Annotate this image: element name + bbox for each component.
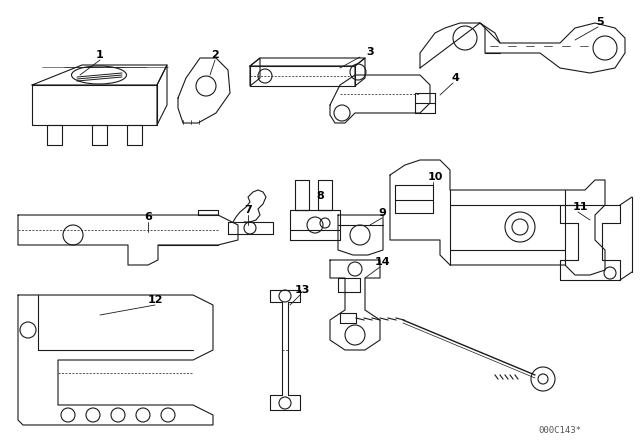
Text: 3: 3 [366,47,374,57]
Text: 7: 7 [244,205,252,215]
Text: 9: 9 [378,208,386,218]
Text: 14: 14 [374,257,390,267]
Text: 11: 11 [572,202,588,212]
Text: 4: 4 [451,73,459,83]
Text: 5: 5 [596,17,604,27]
Text: 000C143*: 000C143* [538,426,582,435]
Text: 2: 2 [211,50,219,60]
Text: 10: 10 [428,172,443,182]
Text: 12: 12 [147,295,163,305]
Text: 6: 6 [144,212,152,222]
Text: 13: 13 [294,285,310,295]
Text: 8: 8 [316,191,324,201]
Text: 1: 1 [96,50,104,60]
